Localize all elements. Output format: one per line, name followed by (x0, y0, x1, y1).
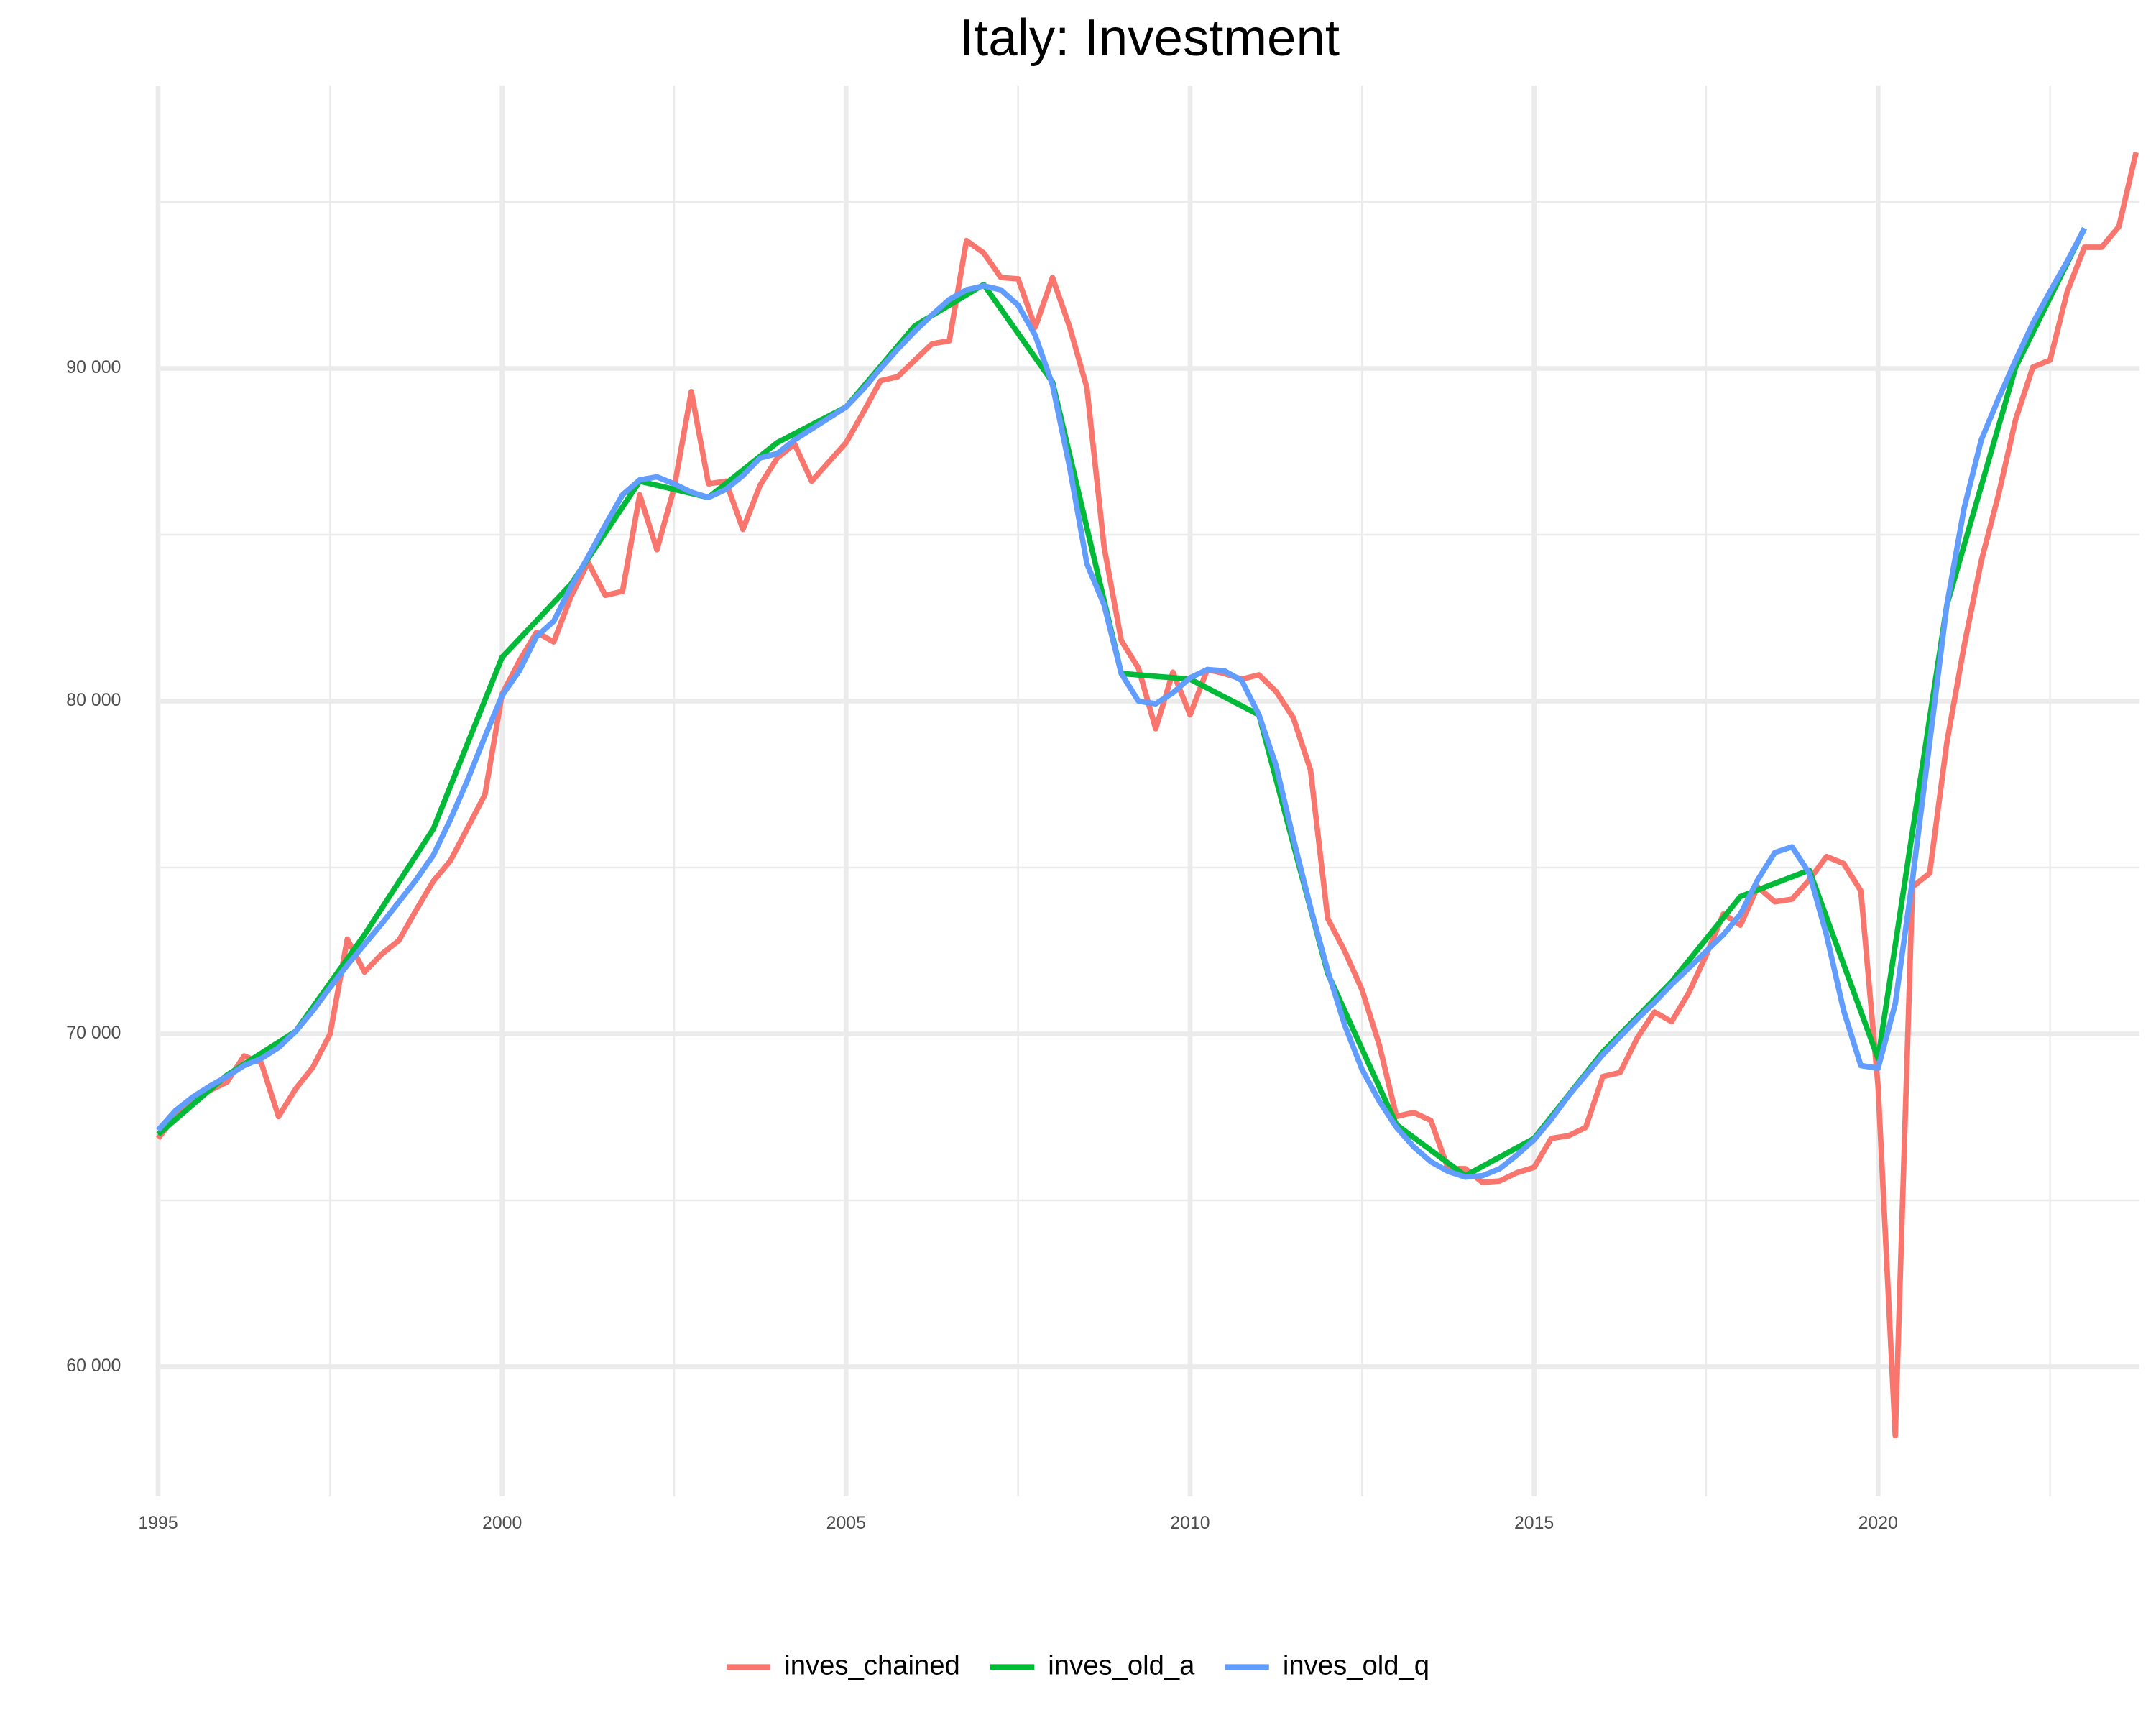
x-tick-label: 2005 (826, 1513, 866, 1533)
series-line (156, 152, 2139, 1439)
x-tick-label: 1995 (138, 1513, 178, 1533)
y-tick-label: 80 000 (66, 690, 121, 710)
x-tick-label: 2010 (1170, 1513, 1210, 1533)
tick-labels: 60 000 70 000 80 000 90 000 1995 2000 2005 2010… (66, 357, 1898, 1533)
y-tick-label: 90 000 (66, 357, 121, 377)
legend-label: inves_old_q (1283, 1650, 1429, 1680)
x-tick-label: 2020 (1858, 1513, 1898, 1533)
series-line (156, 226, 2087, 1180)
y-tick-label: 70 000 (66, 1023, 121, 1043)
legend-label: inves_chained (784, 1650, 960, 1680)
legend: inves_chained inves_old_a inves_old_q (726, 1650, 1429, 1680)
x-tick-label: 2015 (1514, 1513, 1554, 1533)
x-tick-label: 2000 (482, 1513, 522, 1533)
chart-title: Italy: Investment (959, 9, 1340, 67)
legend-label: inves_old_a (1048, 1650, 1195, 1680)
plot-lines (156, 152, 2139, 1439)
y-tick-label: 60 000 (66, 1356, 121, 1376)
